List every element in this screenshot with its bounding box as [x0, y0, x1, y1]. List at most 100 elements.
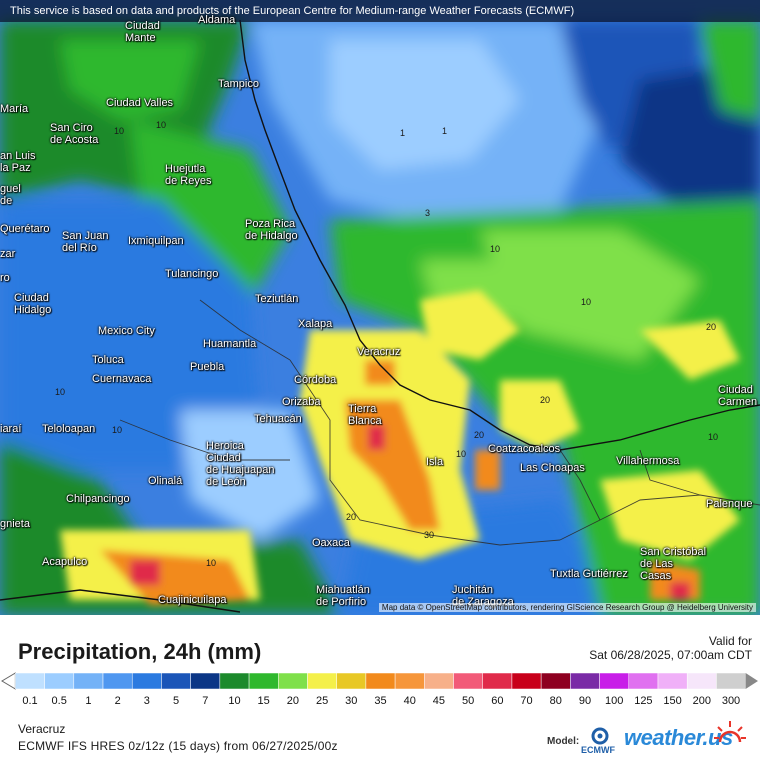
colorbar-tick-label: 200	[692, 695, 711, 707]
city-label: guel de	[0, 183, 21, 207]
colorbar-tick-label: 30	[345, 695, 358, 707]
city-label: Veracruz	[357, 346, 401, 358]
colorbar-tick-label: 15	[257, 695, 270, 707]
colorbar-tick-label: 0.5	[51, 695, 67, 707]
sun-icon	[714, 721, 746, 743]
contour-label: 20	[706, 322, 717, 332]
city-label: Cuernavaca	[92, 373, 152, 385]
colorbar-tick-label: 50	[462, 695, 475, 707]
region-name: Veracruz	[18, 722, 66, 736]
colorbar-swatch	[219, 672, 250, 690]
city-label: Cuajinicuilapa	[158, 594, 227, 606]
contour-label: 10	[206, 558, 217, 568]
valid-for: Valid for Sat 06/28/2025, 07:00am CDT	[589, 634, 752, 662]
city-label: Palenque	[706, 498, 753, 510]
precipitation-map[interactable]: This service is based on data and produc…	[0, 0, 760, 615]
colorbar-swatch	[278, 672, 308, 690]
city-label: Puebla	[190, 361, 225, 373]
city-label: Huamantla	[203, 338, 257, 350]
city-label: Ciudad Hidalgo	[14, 292, 52, 316]
contour-label: 20	[540, 395, 551, 405]
map-raster	[0, 19, 760, 615]
city-label: Huejutla de Reyes	[165, 163, 212, 187]
city-label: Teziutlán	[255, 293, 299, 305]
colorbar-swatch	[657, 672, 688, 690]
city-label: Oaxaca	[312, 537, 350, 549]
city-label: Tulancingo	[165, 268, 219, 280]
city-label: Ixmiquilpan	[128, 235, 184, 247]
contour-label: 3	[425, 208, 431, 218]
colorbar-swatch	[628, 672, 659, 690]
colorbar-tick-label: 45	[432, 695, 446, 707]
city-label: Tierra Blanca	[348, 403, 382, 427]
contour-label: 10	[112, 425, 123, 435]
colorbar-tick-label: 60	[491, 695, 504, 707]
city-label: iaraí	[0, 423, 22, 435]
colorbar-swatch	[336, 672, 367, 690]
city-label: Las Choapas	[520, 462, 585, 474]
city-label: zar	[0, 248, 16, 260]
contour-label: 10	[114, 126, 125, 136]
city-label: Ciudad Valles	[106, 97, 174, 109]
contour-label: 1	[400, 128, 406, 138]
city-label: Acapulco	[42, 556, 88, 568]
contour-label: 10	[156, 120, 167, 130]
contour-label: 1	[442, 126, 448, 136]
colorbar-tick-label: 1	[85, 695, 92, 707]
colorbar-tick-label: 2	[114, 695, 121, 707]
contour-label: 20	[474, 430, 485, 440]
city-label: Aldama	[198, 14, 236, 26]
colorbar-swatch	[307, 672, 337, 690]
city-label: Heroica Ciudad de Huajuapan de León	[206, 440, 275, 488]
colorbar-tick-label: 7	[202, 695, 209, 707]
contour-label: 10	[55, 387, 66, 397]
colorbar-swatch	[540, 672, 571, 690]
city-label: Tehuacán	[254, 413, 302, 425]
valid-time: Sat 06/28/2025, 07:00am CDT	[589, 648, 752, 662]
colorbar-swatch	[73, 672, 104, 690]
city-label: Miahuatlán de Porfirio	[316, 584, 370, 608]
model-description: ECMWF IFS HRES 0z/12z (15 days) from 06/…	[18, 739, 338, 753]
colorbar-tick-label: 5	[172, 695, 180, 707]
colorbar-swatch	[686, 672, 717, 690]
colorbar-swatch	[131, 672, 162, 690]
colorbar-tick-label: 40	[403, 695, 416, 707]
colorbar-swatch	[161, 672, 191, 690]
colorbar-swatch	[599, 672, 630, 690]
contour-label: 10	[456, 449, 467, 459]
colorbar-tick-label: 35	[374, 695, 387, 707]
city-label: Tampico	[218, 78, 259, 90]
valid-for-label: Valid for	[708, 634, 752, 648]
precipitation-colorbar	[1, 672, 758, 690]
city-label: San Juan del Río	[62, 230, 109, 254]
city-label: Córdoba	[294, 374, 337, 386]
city-label: Xalapa	[298, 318, 333, 330]
colorbar-tick-label: 150	[663, 695, 682, 707]
colorbar-swatch	[44, 672, 75, 690]
colorbar-swatch	[102, 672, 133, 690]
colorbar-swatch	[190, 672, 221, 690]
city-label: San Cristóbal de Las Casas	[640, 546, 707, 582]
city-label: Villahermosa	[616, 455, 680, 467]
colorbar-tick-label: 10	[228, 695, 241, 707]
city-label: Mexico City	[98, 325, 155, 337]
colorbar-swatch	[570, 672, 600, 690]
city-label: Isla	[426, 456, 444, 468]
colorbar-tick-label: 25	[315, 695, 329, 707]
colorbar-swatch	[482, 672, 513, 690]
city-label: Toluca	[92, 354, 124, 366]
ecmwf-logo-text: ECMWF	[581, 745, 615, 755]
legend-title: Precipitation, 24h (mm)	[18, 639, 262, 664]
colorbar-ticks: 0.1 0.5 1 2 3 5 7 10 15 20 25 30 35 40 45 50 60 70 80 90 100…	[0, 695, 760, 709]
map-attribution[interactable]: Map data © OpenStreetMap contributors, r…	[378, 603, 756, 612]
city-label: Ciudad Mante	[125, 20, 160, 44]
colorbar-swatch	[511, 672, 542, 690]
legend-panel: Precipitation, 24h (mm) Valid for Sat 06…	[0, 615, 760, 760]
city-label: Tuxtla Gutiérrez	[550, 568, 628, 580]
contour-label: 10	[490, 244, 501, 254]
contour-label: 10	[708, 432, 719, 442]
colorbar-swatch	[453, 672, 483, 690]
colorbar-swatch	[248, 672, 279, 690]
city-label: Orizaba	[282, 396, 321, 408]
city-label: Olinalá	[148, 475, 183, 487]
